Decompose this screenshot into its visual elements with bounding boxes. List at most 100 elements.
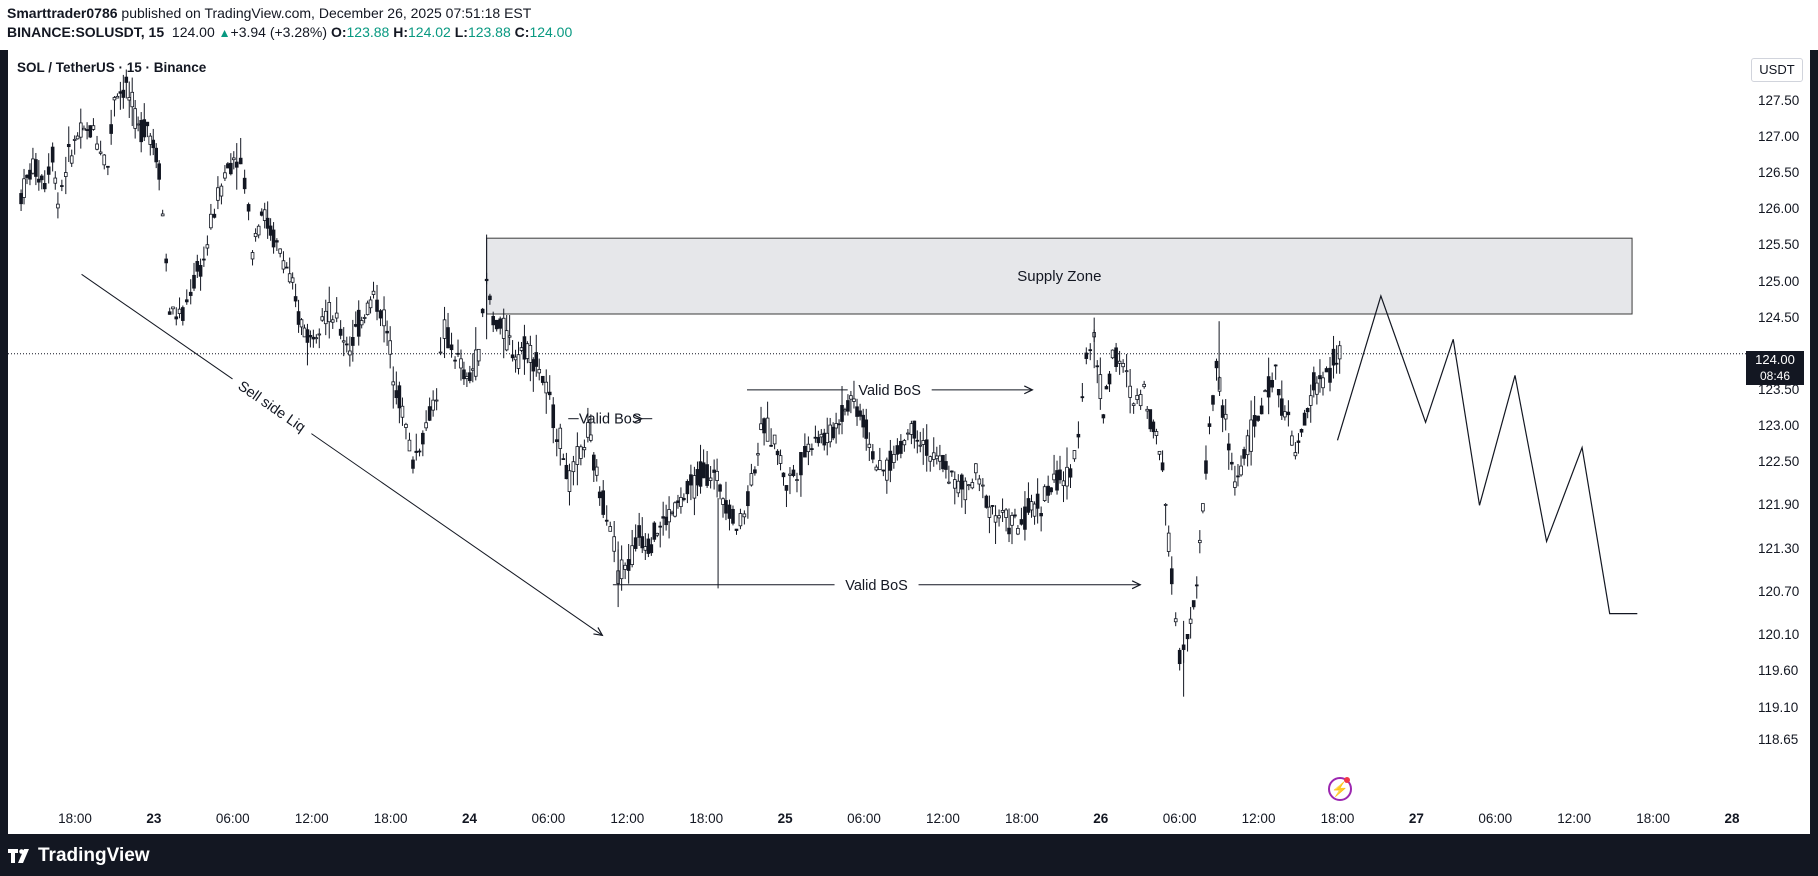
candle-body [1328, 367, 1332, 383]
trendline-arrow-icon [593, 627, 604, 637]
candle-body [1007, 527, 1011, 535]
candle-body [229, 162, 233, 175]
candle-body [1173, 618, 1178, 623]
candle-body [1010, 515, 1014, 526]
candle-body [375, 299, 379, 312]
candle-body [1191, 600, 1196, 608]
candle-body [928, 456, 933, 462]
candle-body [1308, 395, 1313, 406]
last-price-value: 124.00 [1755, 352, 1795, 367]
candle-body [1058, 469, 1062, 481]
candle-body [253, 233, 258, 238]
liquidity-trendline [81, 273, 233, 380]
chart-flash-icon[interactable]: ⚡ [1328, 777, 1352, 801]
candle-body [278, 248, 282, 254]
liquidity-trendline [311, 433, 603, 636]
candle-body [37, 178, 41, 183]
candle-body [427, 406, 432, 421]
candle-body [803, 446, 807, 458]
candle-body [1318, 375, 1322, 380]
candle-body [195, 261, 200, 272]
candle-body [864, 419, 869, 439]
candle-body [388, 340, 392, 355]
candle-body [623, 564, 627, 570]
candle-body [449, 344, 454, 351]
candle-body [459, 358, 463, 369]
candle-body [219, 185, 224, 197]
candle-body [256, 225, 261, 236]
candle-body [551, 404, 556, 429]
price-tick-label: 125.00 [1758, 273, 1800, 289]
candle-body [75, 135, 80, 140]
candle-body [537, 369, 542, 374]
candle-body [1302, 412, 1307, 426]
candle-body [640, 536, 645, 549]
candle-body [888, 450, 893, 471]
candle-body [31, 158, 35, 174]
candle-body [931, 452, 936, 460]
candle-body [1249, 419, 1253, 452]
candle-body [63, 172, 68, 177]
candle-body [525, 343, 530, 359]
candle-body [799, 452, 803, 476]
candle-body [784, 485, 789, 491]
bar-countdown: 08:46 [1759, 369, 1791, 383]
candle-body [344, 343, 349, 346]
candle-body [1280, 398, 1284, 416]
candle-body [19, 193, 23, 205]
ohlc-line: BINANCE:SOLUSDT, 15 124.00 ▲+3.94 (+3.28… [7, 24, 572, 40]
author-name[interactable]: Smarttrader0786 [7, 5, 118, 21]
candle-body [501, 317, 506, 339]
candle-body [462, 369, 466, 380]
candle-body [118, 91, 123, 94]
candle-body [1076, 433, 1081, 438]
candle-body [1188, 618, 1193, 624]
candle-body [238, 157, 243, 165]
candle-body [586, 422, 590, 438]
candle-body [924, 439, 929, 456]
candle-body [1259, 405, 1264, 415]
last-price: 124.00 [171, 24, 215, 40]
candle-body [1148, 409, 1153, 430]
candle-body [867, 443, 872, 448]
candle-body [881, 469, 886, 472]
footer-bar [0, 834, 1818, 876]
candle-body [438, 351, 443, 354]
price-chart[interactable]: Supply Zone Valid BoS Valid BoS Valid BoS Se… [0, 0, 1818, 834]
currency-button[interactable]: USDT [1751, 58, 1803, 82]
candle-body [682, 497, 686, 501]
candle-body [708, 477, 713, 481]
supply-zone [486, 237, 1633, 315]
candle-body [351, 337, 355, 346]
candle-body [630, 545, 634, 565]
candle-body [42, 183, 47, 190]
candle-body [226, 163, 230, 169]
candle-body [1101, 414, 1106, 419]
candle-body [1046, 485, 1050, 496]
candle-body [151, 139, 156, 149]
tradingview-logo[interactable]: TradingView [8, 845, 150, 867]
candle-body [1226, 443, 1231, 451]
price-tick-label: 122.50 [1758, 454, 1800, 470]
candle-body [769, 444, 773, 447]
chart-area[interactable] [8, 50, 1810, 834]
candle-body [637, 525, 641, 538]
candle-body [160, 213, 165, 217]
candle-body [494, 319, 499, 330]
candle-body [327, 302, 332, 323]
candle-body [72, 138, 77, 141]
candle-body [246, 204, 251, 212]
candle-body [791, 469, 796, 477]
price-tick-label: 123.00 [1758, 417, 1800, 433]
candle-body [476, 348, 481, 362]
candle-body [338, 328, 343, 336]
price-tick-label: 121.30 [1758, 540, 1800, 556]
candle-body [567, 470, 572, 492]
candle-body [1160, 462, 1165, 471]
candle-body [88, 125, 93, 138]
candle-body [738, 513, 743, 527]
candle-body [601, 490, 606, 515]
time-tick-label: 06:00 [847, 811, 881, 826]
candle-body [858, 410, 862, 417]
time-tick-label: 12:00 [294, 811, 329, 826]
